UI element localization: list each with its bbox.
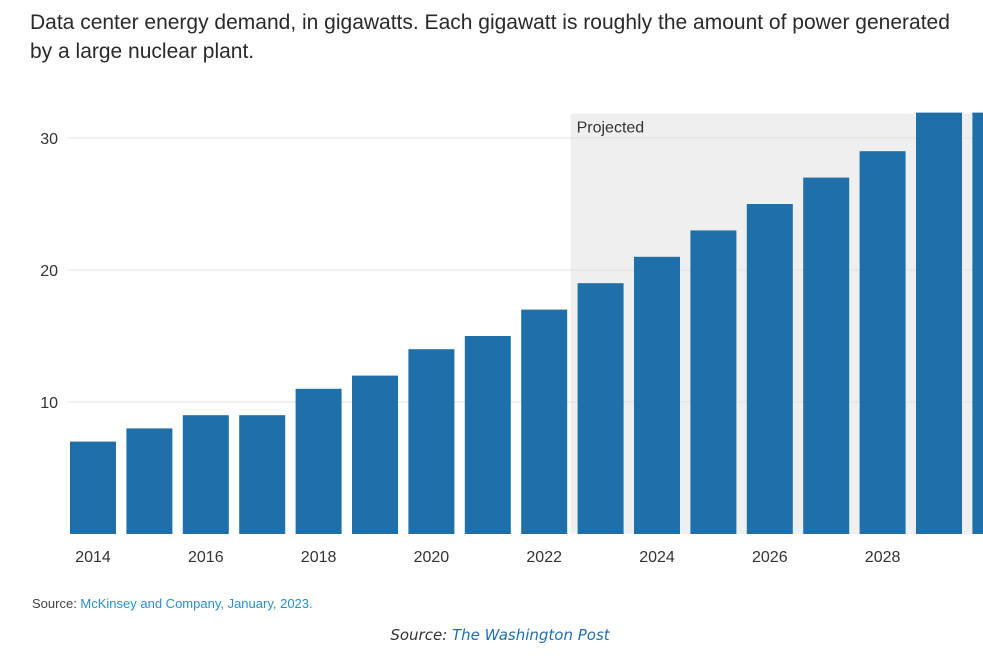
bar-2018 <box>295 388 342 534</box>
bar-2026 <box>746 204 793 534</box>
bar-2015 <box>126 428 173 534</box>
image-credit: Source: The Washington Post <box>0 626 983 644</box>
x-tick-label: 2018 <box>301 549 337 566</box>
x-tick-label: 2020 <box>414 549 450 566</box>
x-tick-label: 2016 <box>188 549 224 566</box>
x-tick-label: 2022 <box>526 549 562 566</box>
bar-2022 <box>521 309 568 534</box>
bar-2028 <box>859 151 906 534</box>
projected-label: Projected <box>577 120 645 137</box>
chart-title: Data center energy demand, in gigawatts.… <box>30 11 950 63</box>
y-tick-label: 20 <box>40 263 58 280</box>
bar-2029 <box>916 112 962 534</box>
bar-2023 <box>577 283 624 534</box>
y-tick-label: 10 <box>40 395 58 412</box>
x-tick-label: 2026 <box>752 549 788 566</box>
bar-2030 <box>972 112 983 534</box>
bar-2020 <box>408 349 455 534</box>
bar-chart: Projected 10 20 30 2014 2016 2018 2020 2022 2024… <box>40 112 983 566</box>
bar-2016 <box>182 415 229 534</box>
data-source-prefix: Source: <box>32 596 81 611</box>
bar-2025 <box>690 230 737 534</box>
bar-2014 <box>70 441 116 534</box>
x-tick-label: 2024 <box>639 549 675 566</box>
x-tick-label: 2028 <box>865 549 901 566</box>
data-source-link[interactable]: McKinsey and Company, January, 2023. <box>80 596 313 611</box>
bar-2021 <box>464 336 511 534</box>
image-credit-link[interactable]: The Washington Post <box>452 626 610 644</box>
image-credit-prefix: Source: <box>390 626 453 644</box>
bar-2027 <box>803 177 850 534</box>
bar-2017 <box>239 415 286 534</box>
data-source: Source: McKinsey and Company, January, 2… <box>32 596 313 611</box>
x-tick-label: 2014 <box>75 549 111 566</box>
y-tick-label: 30 <box>40 131 58 148</box>
bar-2019 <box>352 375 398 534</box>
bar-2024 <box>634 256 680 534</box>
